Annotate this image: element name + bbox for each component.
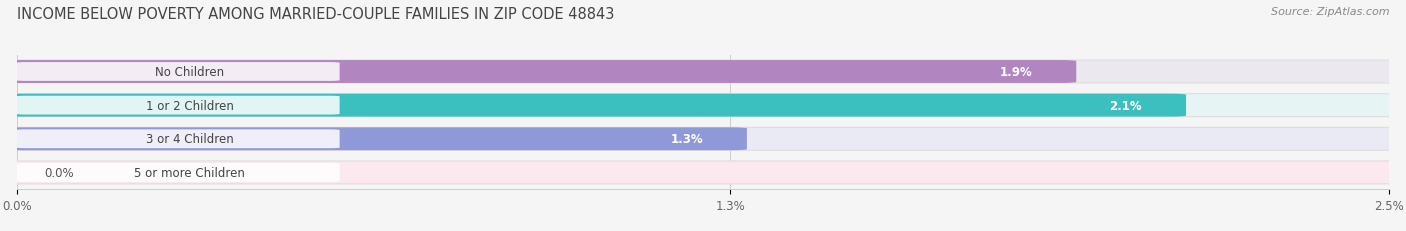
- FancyBboxPatch shape: [0, 94, 1187, 117]
- FancyBboxPatch shape: [0, 161, 1406, 184]
- FancyBboxPatch shape: [15, 96, 340, 115]
- FancyBboxPatch shape: [0, 61, 1076, 84]
- Text: No Children: No Children: [155, 66, 225, 79]
- Text: 5 or more Children: 5 or more Children: [135, 166, 245, 179]
- FancyBboxPatch shape: [0, 61, 1406, 84]
- Text: 1.9%: 1.9%: [1000, 66, 1032, 79]
- Text: Source: ZipAtlas.com: Source: ZipAtlas.com: [1271, 7, 1389, 17]
- FancyBboxPatch shape: [15, 163, 340, 182]
- Text: INCOME BELOW POVERTY AMONG MARRIED-COUPLE FAMILIES IN ZIP CODE 48843: INCOME BELOW POVERTY AMONG MARRIED-COUPL…: [17, 7, 614, 22]
- FancyBboxPatch shape: [15, 130, 340, 149]
- FancyBboxPatch shape: [0, 128, 747, 151]
- Text: 1 or 2 Children: 1 or 2 Children: [146, 99, 233, 112]
- FancyBboxPatch shape: [0, 94, 1406, 117]
- FancyBboxPatch shape: [0, 128, 1406, 151]
- FancyBboxPatch shape: [15, 63, 340, 82]
- Text: 3 or 4 Children: 3 or 4 Children: [146, 133, 233, 146]
- Text: 0.0%: 0.0%: [45, 166, 75, 179]
- Text: 1.3%: 1.3%: [671, 133, 703, 146]
- Text: 2.1%: 2.1%: [1109, 99, 1142, 112]
